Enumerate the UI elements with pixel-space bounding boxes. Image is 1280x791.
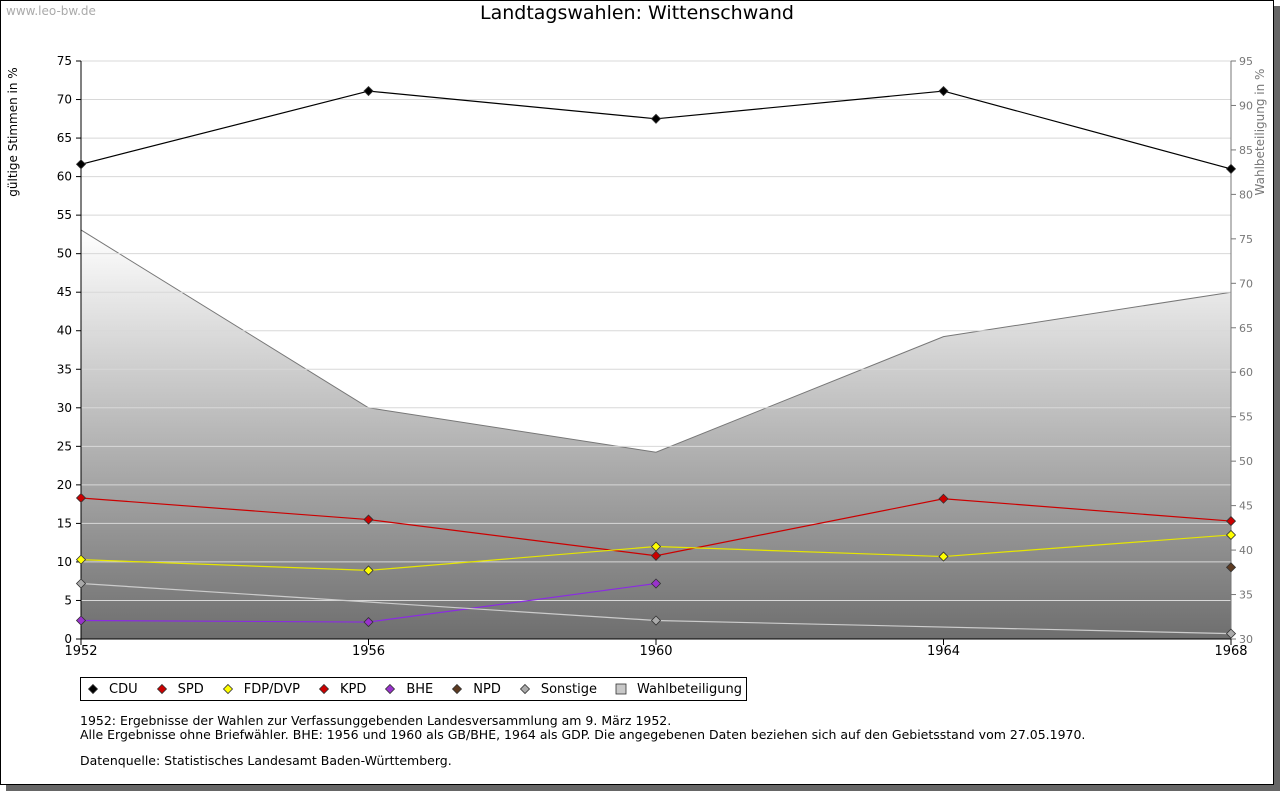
point-npd-1968	[1225, 562, 1237, 573]
y2-tick-label-55: 55	[1239, 411, 1253, 424]
legend-marker-kpd	[318, 683, 330, 695]
point-fdp-dvp-1964	[938, 551, 949, 562]
watermark: www.leo-bw.de	[6, 4, 96, 18]
x-tick-label-1956: 1956	[352, 644, 385, 659]
turnout-area	[81, 229, 1231, 639]
point-spd-1956	[363, 514, 374, 525]
y2-tick-label-60: 60	[1239, 366, 1253, 379]
point-fdp-dvp-1968	[1225, 529, 1237, 541]
legend-label-spd: SPD	[177, 681, 204, 697]
legend-item-kpd: KPD	[318, 682, 366, 697]
point-bhe-1952	[75, 615, 87, 626]
legend-item-bhe: BHE	[384, 682, 433, 697]
y2-tick-label-50: 50	[1239, 455, 1253, 468]
y2-tick-label-85: 85	[1239, 144, 1253, 157]
chart-plot: 0 5 10 15 20 25 30 35 40 45 50 55 60 65 70 75 30 35 40 45 50…	[6, 54, 1267, 659]
y-tick-label-60: 60	[57, 170, 72, 184]
legend-marker-fdp-dvp	[222, 683, 233, 695]
y-tick-label-15: 15	[57, 516, 72, 530]
y-axis-label: gültige Stimmen in %	[6, 67, 20, 196]
point-sonstige-1952	[75, 578, 87, 589]
x-tick-label-1952: 1952	[64, 644, 97, 659]
frame-shadow-right	[1274, 6, 1280, 791]
x-tick-label-1968: 1968	[1214, 644, 1247, 659]
y-tick-label-65: 65	[57, 131, 72, 145]
point-fdp-dvp-1960	[650, 541, 662, 552]
point-spd-1964	[938, 493, 949, 504]
turnout-area-edge	[80, 229, 1232, 453]
point-sonstige-1960	[650, 615, 662, 626]
legend-marker-bhe	[385, 683, 396, 695]
y2-tick-label-40: 40	[1239, 544, 1253, 557]
legend-label-sonstige: Sonstige	[540, 681, 598, 697]
legend-label-fdp-dvp: FDP/DVP	[243, 681, 300, 697]
y-tick-label-30: 30	[57, 401, 72, 415]
y2-tick-label-35: 35	[1239, 589, 1253, 602]
point-sonstige-1968	[1225, 628, 1237, 639]
y-tick-label-20: 20	[57, 478, 72, 492]
y-tick-label-0: 0	[64, 632, 72, 646]
y-tick-label-55: 55	[57, 208, 72, 222]
y-tick-label-70: 70	[57, 93, 72, 107]
point-cdu-1968	[1225, 163, 1237, 174]
y2-tick-label-65: 65	[1239, 322, 1253, 335]
y-tick-label-25: 25	[57, 439, 72, 453]
note-line-1: 1952: Ergebnisse der Wahlen zur Verfassu…	[80, 713, 672, 728]
y2-axis-label: Wahlbeteiligung in %	[1253, 69, 1267, 196]
chart-title: Landtagswahlen: Wittenschwand	[479, 2, 794, 24]
point-cdu-1964	[938, 85, 949, 97]
x-tick-label-1964: 1964	[927, 644, 960, 659]
legend-item-fdp-dvp: FDP/DVP	[222, 682, 300, 697]
legend-item-spd: SPD	[156, 682, 204, 697]
point-cdu-1960	[650, 113, 662, 124]
point-spd-1968	[1225, 516, 1237, 527]
y2-tick-label-45: 45	[1239, 500, 1253, 513]
legend-item-wahlbeteiligung: Wahlbeteiligung	[615, 682, 742, 697]
y2-tick-label-90: 90	[1239, 99, 1253, 112]
legend-label-kpd: KPD	[339, 681, 367, 697]
legend-marker-wahlbeteiligung	[615, 683, 627, 695]
y-tick-label-40: 40	[57, 324, 72, 338]
y2-tick-label-80: 80	[1239, 188, 1253, 201]
frame-shadow-bottom	[6, 785, 1280, 791]
point-cdu-1952	[75, 159, 87, 170]
legend-marker-spd	[156, 683, 167, 695]
y2-tick-label-70: 70	[1239, 277, 1253, 290]
legend-marker-sonstige	[519, 683, 530, 695]
legend-marker-npd	[452, 683, 463, 695]
y-tick-label-35: 35	[57, 362, 72, 376]
source-note: Datenquelle: Statistisches Landesamt Bad…	[80, 753, 452, 768]
y2-tick-label-75: 75	[1239, 233, 1253, 246]
point-fdp-dvp-1956	[363, 565, 374, 576]
point-spd-1952	[75, 492, 87, 504]
legend-label-cdu: CDU	[109, 681, 138, 697]
legend-label-npd: NPD	[473, 681, 501, 697]
y-tick-label-10: 10	[57, 555, 72, 569]
chart-legend: CDU SPD FDP/DVP KPD BHE NPD Sonstige Wahlbeteil…	[80, 677, 748, 701]
point-bhe-1960	[650, 578, 662, 589]
legend-marker-cdu	[87, 683, 99, 695]
y-tick-label-5: 5	[64, 593, 72, 607]
y-tick-label-50: 50	[57, 247, 72, 261]
point-bhe-1956	[363, 616, 374, 628]
legend-item-npd: NPD	[451, 682, 501, 697]
y-tick-label-75: 75	[57, 54, 72, 68]
y2-tick-label-95: 95	[1239, 55, 1253, 68]
point-fdp-dvp-1952	[75, 554, 87, 565]
note-line-2: Alle Ergebnisse ohne Briefwähler. BHE: 1…	[80, 727, 1086, 742]
y2-tick-label-30: 30	[1239, 633, 1253, 646]
y-tick-label-45: 45	[57, 285, 72, 299]
x-tick-label-1960: 1960	[639, 644, 672, 659]
legend-item-cdu: CDU	[87, 682, 138, 697]
legend-label-wahlbeteiligung: Wahlbeteiligung	[637, 681, 743, 697]
point-cdu-1956	[363, 85, 374, 97]
point-spd-1960	[650, 550, 662, 561]
legend-item-sonstige: Sonstige	[519, 682, 597, 697]
legend-label-bhe: BHE	[406, 681, 434, 697]
series-line-cdu	[80, 90, 1232, 170]
